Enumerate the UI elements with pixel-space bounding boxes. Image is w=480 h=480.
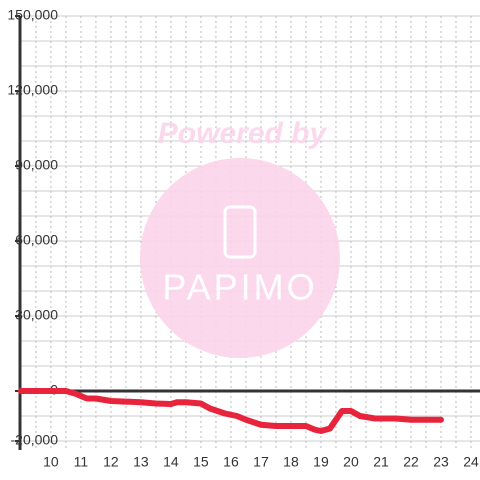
x-tick-label: 24 [463, 454, 479, 470]
y-tick-label: -20,000 [11, 432, 59, 448]
x-tick-label: 11 [74, 454, 89, 470]
x-tick-label: 14 [163, 454, 179, 470]
watermark-top: Powered by [158, 117, 328, 150]
x-tick-label: 18 [283, 454, 299, 470]
y-tick-label: 150,000 [7, 7, 58, 23]
x-tick-label: 22 [403, 454, 419, 470]
x-tick-label: 20 [343, 454, 359, 470]
y-tick-label: 90,000 [15, 157, 58, 173]
x-tick-label: 17 [253, 454, 269, 470]
line [17, 388, 444, 434]
x-tick-label: 10 [43, 454, 59, 470]
x-tick-label: 13 [133, 454, 149, 470]
watermark-brand: PAPIMO [162, 267, 317, 308]
x-tick-label: 23 [433, 454, 449, 470]
watermark-icon [223, 205, 257, 259]
axes: -20,000030,00060,00090,000120,000150,000… [7, 7, 480, 470]
watermark: Powered by PAPIMO [140, 117, 340, 358]
x-tick-label: 21 [373, 454, 389, 470]
y-tick-label: 120,000 [7, 82, 58, 98]
x-tick-label: 16 [223, 454, 239, 470]
y-tick-label: 60,000 [15, 232, 58, 248]
x-tick-label: 15 [193, 454, 209, 470]
x-tick-label: 12 [103, 454, 119, 470]
x-tick-label: 19 [313, 454, 329, 470]
y-tick-label: 30,000 [15, 307, 58, 323]
